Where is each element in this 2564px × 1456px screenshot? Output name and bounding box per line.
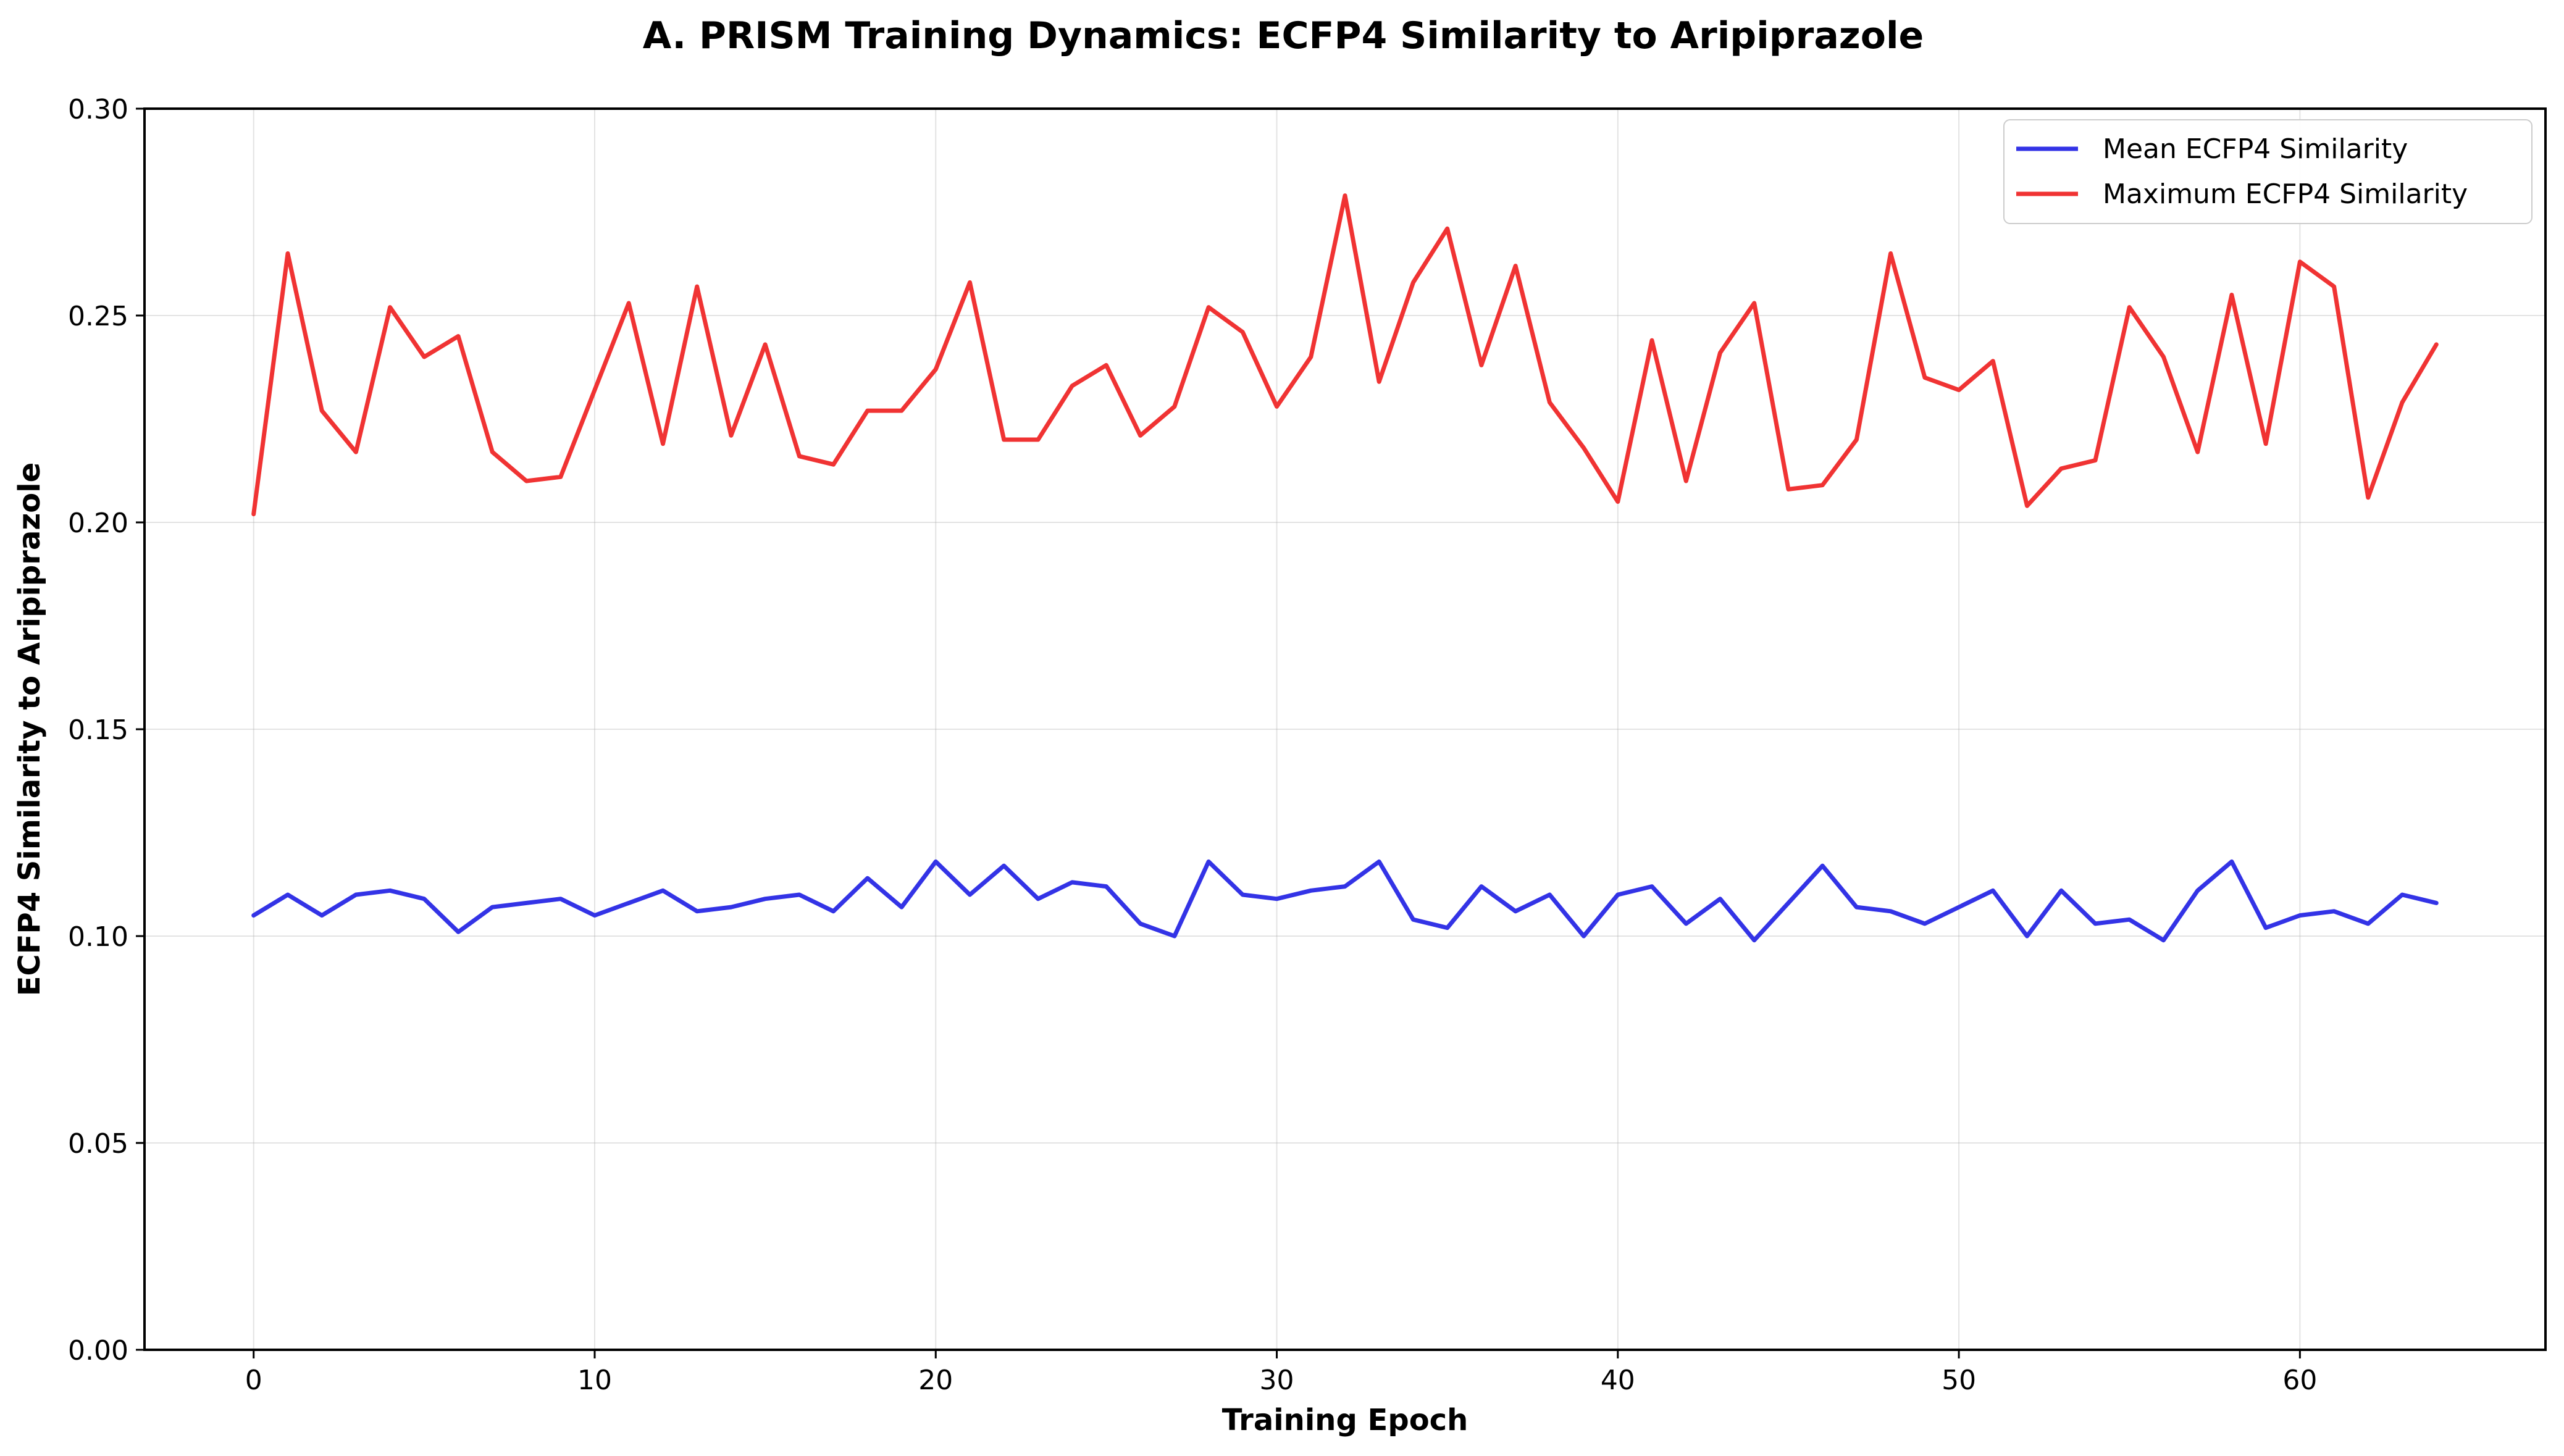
grid [145,108,2545,1350]
y-tick-label: 0.30 [68,94,128,125]
legend-label-mean: Mean ECFP4 Similarity [2103,133,2408,165]
series-line-max [251,193,2439,517]
chart-title: A. PRISM Training Dynamics: ECFP4 Simila… [643,14,1924,57]
x-tick-label: 10 [577,1365,612,1396]
y-tick-label: 0.05 [68,1128,128,1160]
y-axis: 0.00 0.05 0.10 0.15 0.20 0.25 0.30 [68,94,145,1366]
legend-label-max: Maximum ECFP4 Similarity [2103,178,2468,210]
y-tick-label: 0.15 [68,714,128,746]
series-layer [251,193,2439,943]
y-tick-label: 0.25 [68,301,128,332]
series-line-mean [251,859,2439,943]
y-tick-label: 0.00 [68,1335,128,1366]
x-tick-label: 20 [918,1365,953,1396]
y-tick-label: 0.10 [68,921,128,953]
x-axis: 0 10 20 30 40 50 60 [245,1350,2317,1396]
x-tick-label: 60 [2282,1365,2317,1396]
x-tick-label: 50 [1942,1365,1976,1396]
legend-box [2003,119,2533,224]
y-axis-label: ECFP4 Similarity to Aripiprazole [12,462,47,997]
x-tick-label: 30 [1260,1365,1294,1396]
x-tick-label: 0 [245,1365,262,1396]
y-tick-label: 0.20 [68,508,128,539]
x-tick-label: 40 [1601,1365,1635,1396]
legend: Mean ECFP4 Similarity Maximum ECFP4 Simi… [2003,119,2533,224]
x-axis-label: Training Epoch [1222,1403,1468,1437]
